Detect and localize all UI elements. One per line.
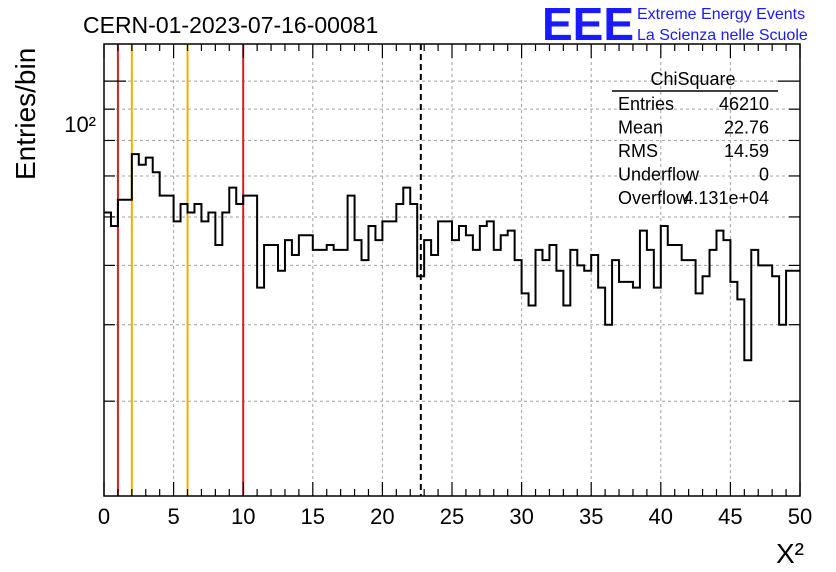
eee-logo: EEE [542, 0, 634, 50]
x-tick-label: 35 [579, 504, 603, 529]
x-tick-label: 30 [509, 504, 533, 529]
histogram-step-line [104, 153, 800, 362]
grid-lines [104, 44, 800, 496]
stats-label: Mean [618, 118, 663, 138]
logo-line-1: Extreme Energy Events [637, 6, 805, 23]
x-tick-label: 5 [167, 504, 179, 529]
x-tick-label: 50 [788, 504, 812, 529]
stats-label: Overflow [618, 188, 690, 208]
run-title: CERN-01-2023-07-16-00081 [83, 12, 378, 38]
x-tick-label: 15 [301, 504, 325, 529]
stats-value: 4.131e+04 [683, 188, 769, 208]
logo-line-2: La Scienza nelle Scuole [637, 27, 808, 44]
x-axis-label: X² [776, 538, 804, 569]
stats-title: ChiSquare [650, 69, 735, 89]
x-tick-label: 10 [231, 504, 255, 529]
x-tick-label: 40 [649, 504, 673, 529]
stats-box: ChiSquare Entries 46210 Mean 22.76 RMS 14.59 U… [612, 69, 778, 208]
x-tick-label: 20 [370, 504, 394, 529]
x-tick-label: 25 [440, 504, 464, 529]
stats-value: 46210 [719, 94, 769, 114]
stats-value: 0 [759, 165, 769, 185]
y-axis-label: Entries/bin [10, 48, 41, 180]
x-tick-label: 45 [718, 504, 742, 529]
stats-label: Entries [618, 94, 674, 114]
stats-value: 22.76 [724, 118, 769, 138]
y-tick-label: 10² [64, 112, 96, 137]
stats-label: RMS [618, 141, 658, 161]
x-tick-label: 0 [98, 504, 110, 529]
marker-lines [116, 44, 422, 496]
axis-ticks [103, 44, 801, 496]
stats-label: Underflow [618, 165, 700, 185]
x-tick-labels: 0 5 10 15 20 25 30 35 40 45 50 [98, 504, 812, 529]
stats-value: 14.59 [724, 141, 769, 161]
stats-rows: Entries 46210 Mean 22.76 RMS 14.59 Underflow 0 O… [618, 94, 769, 208]
